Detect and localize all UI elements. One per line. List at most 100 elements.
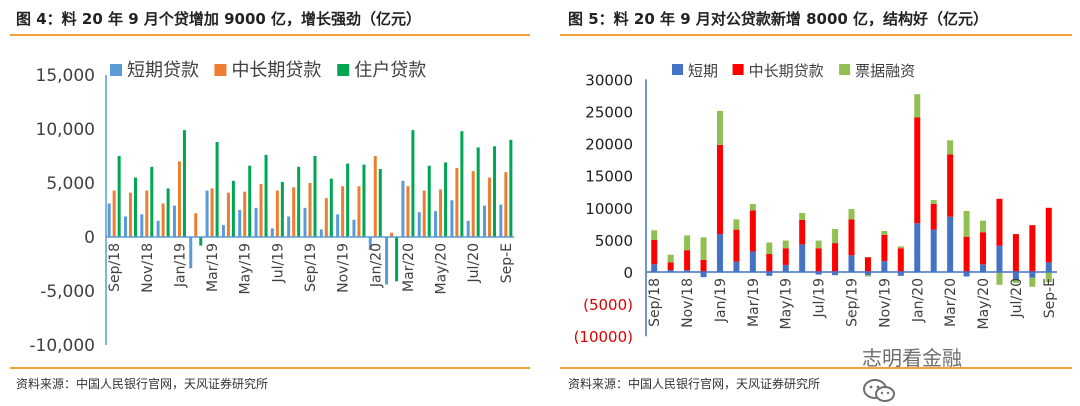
- bar-中长期贷款-Jul/19: [275, 190, 279, 237]
- bar-住户贷款-Dec/18: [166, 188, 170, 237]
- bar-短期-Jul/19: [815, 272, 822, 275]
- bar-住户贷款-Oct/18: [133, 177, 137, 237]
- bar-票据融资-Oct/19: [864, 275, 871, 277]
- x-tick-label: Sep/19: [845, 278, 861, 327]
- bar-住户贷款-Aug/19: [297, 166, 301, 237]
- y-tick-label: 15000: [585, 168, 633, 186]
- bar-短期-Feb/19: [733, 261, 740, 272]
- bar-住户贷款-Jan/19: [182, 130, 186, 237]
- bar-住户贷款-Nov/18: [150, 166, 154, 237]
- bar-票据融资-Mar/20: [947, 140, 954, 155]
- bar-短期贷款-Jul/19: [270, 228, 274, 237]
- x-tick-label: May/20: [434, 243, 450, 294]
- y-tick-label: 25000: [585, 104, 633, 122]
- y-tick-label: 0: [623, 264, 633, 282]
- bar-中长期贷款-Mar/20: [406, 186, 410, 237]
- x-tick-label: Mar/19: [746, 278, 762, 327]
- bar-中长期贷款-Sep/18: [651, 239, 658, 265]
- bar-住户贷款-Jun/20: [460, 131, 464, 237]
- bar-中长期贷款-Sep/18: [112, 190, 116, 237]
- x-tick-label: May/20: [976, 278, 992, 329]
- bar-短期-Aug/20: [1029, 272, 1036, 278]
- bar-中长期贷款-Nov/18: [684, 250, 691, 271]
- x-tick-label: Sep/18: [107, 243, 123, 292]
- bar-短期贷款-Feb/19: [189, 237, 193, 269]
- bar-短期-Oct/19: [864, 272, 871, 276]
- bar-中长期贷款-Dec/18: [700, 259, 707, 272]
- bar-短期-Mar/20: [947, 216, 954, 272]
- bar-住户贷款-Aug/20: [493, 146, 497, 237]
- bar-票据融资-Aug/20: [1029, 277, 1036, 287]
- bar-票据融资-Sep/18: [651, 230, 658, 240]
- x-tick-label: Nov/19: [336, 243, 352, 293]
- x-tick-label: Mar/20: [401, 243, 417, 292]
- bar-票据融资-Feb/19: [733, 219, 740, 230]
- bar-票据融资-Apr/19: [766, 242, 773, 255]
- left-chart-title: 图 4：料 20 年 9 月个贷增加 9000 亿，增长强劲（亿元）: [16, 10, 422, 28]
- left-chart-svg: -10,000 -5,000 0 5,000 10,000 15,000 Sep/18 Nov…: [29, 60, 515, 356]
- left-source-note: 资料来源：中国人民银行官网，天风证券研究所: [16, 377, 269, 391]
- bar-中长期贷款-Nov/18: [145, 190, 149, 237]
- x-tick-label: Sep-E: [499, 243, 515, 283]
- bar-中长期贷款-Dec/18: [161, 203, 165, 237]
- y-tick-label: 30000: [585, 71, 633, 89]
- bar-短期贷款-Jun/19: [254, 207, 258, 237]
- y-tick-label: 10,000: [36, 120, 95, 140]
- y-tick-label: 15,000: [36, 66, 95, 86]
- bar-住户贷款-Feb/20: [395, 237, 399, 282]
- bar-住户贷款-May/19: [248, 165, 252, 237]
- bar-短期贷款-Oct/18: [123, 216, 127, 237]
- bar-短期贷款-Sep/19: [303, 207, 307, 237]
- bar-票据融资-Jul/20: [1012, 280, 1019, 283]
- bar-短期-Apr/20: [963, 272, 970, 277]
- bar-中长期贷款-Sep-E: [1045, 207, 1052, 263]
- bar-票据融资-Jul/19: [815, 240, 822, 249]
- bar-短期-Aug/19: [832, 272, 839, 276]
- x-tick-label: Nov/18: [680, 278, 696, 328]
- legend-label: 住户贷款: [354, 60, 426, 81]
- bar-短期-Jun/19: [799, 244, 806, 272]
- bar-中长期贷款-Jan/19: [716, 144, 723, 235]
- bar-票据融资-Oct/18: [667, 254, 674, 263]
- bar-票据融资-May/20: [980, 220, 987, 233]
- x-tick-label: May/19: [779, 278, 795, 329]
- bar-票据融资-Jun/20: [996, 272, 1003, 285]
- bar-中长期贷款-Apr/20: [422, 190, 426, 237]
- left-chart-panel: 图 4：料 20 年 9 月个贷增加 9000 亿，增长强劲（亿元） -10,0…: [0, 0, 536, 406]
- bar-中长期贷款-Feb/19: [733, 229, 740, 262]
- bar-票据融资-Mar/19: [749, 203, 756, 211]
- right-chart-title: 图 5：料 20 年 9 月对公贷款新增 8000 亿，结构好（亿元）: [568, 10, 989, 28]
- bar-住户贷款-Sep-E: [509, 139, 513, 237]
- legend-label: 中长期贷款: [749, 62, 824, 80]
- x-tick-label: Jan/19: [172, 243, 188, 288]
- bar-短期贷款-Aug/20: [483, 205, 487, 237]
- bar-票据融资-Jun/19: [799, 212, 806, 220]
- bar-住户贷款-Apr/20: [427, 165, 431, 237]
- legend-swatch: [214, 64, 227, 76]
- bar-短期贷款-May/20: [434, 211, 438, 237]
- top-divider: [10, 34, 530, 36]
- bar-住户贷款-Oct/19: [329, 178, 333, 237]
- x-tick-label: Sep-E: [1042, 278, 1058, 318]
- bar-中长期贷款-Oct/18: [667, 262, 674, 271]
- bar-中长期贷款-Sep/19: [308, 183, 312, 237]
- x-tick-label: Sep/19: [303, 243, 319, 292]
- legend-swatch: [839, 64, 851, 75]
- bar-中长期贷款-Mar/19: [749, 210, 756, 252]
- right-source-note: 资料来源：中国人民银行官网，天风证券研究所: [568, 377, 821, 391]
- bar-住户贷款-Jul/20: [476, 147, 480, 237]
- watermark: 志明看金融: [862, 342, 962, 402]
- top-divider: [560, 34, 1072, 36]
- bar-票据融资-Feb/20: [930, 200, 937, 204]
- bar-短期-Nov/18: [684, 270, 691, 272]
- bar-短期贷款-Apr/20: [417, 212, 421, 237]
- bar-短期-Mar/19: [749, 251, 756, 272]
- bar-中长期贷款-Sep-E: [504, 172, 508, 237]
- bar-中长期贷款-Mar/19: [210, 188, 214, 237]
- bar-票据融资-Jan/19: [716, 110, 723, 145]
- bar-中长期贷款-Jul/20: [471, 171, 475, 237]
- bar-短期贷款-Sep/18: [107, 203, 111, 237]
- bar-住户贷款-Sep/18: [117, 156, 121, 237]
- bar-短期贷款-Apr/19: [221, 225, 225, 237]
- y-tick-label: -10,000: [29, 336, 95, 356]
